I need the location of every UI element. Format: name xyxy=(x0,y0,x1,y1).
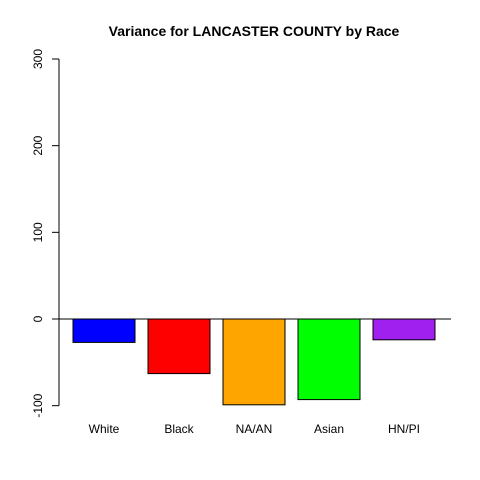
bar-white xyxy=(72,318,136,343)
x-category-label: White xyxy=(89,422,120,436)
x-category-label: Black xyxy=(164,422,194,436)
bar-asian xyxy=(297,318,361,401)
x-category-label: HN/PI xyxy=(388,422,420,436)
bars xyxy=(72,318,436,406)
bar-black xyxy=(147,318,211,375)
x-category-label: Asian xyxy=(314,422,344,436)
y-tick-label: 100 xyxy=(31,222,45,242)
y-tick-label: 0 xyxy=(31,315,45,322)
x-axis-labels: White Black NA/AN Asian HN/PI xyxy=(89,422,420,436)
bar-na-an xyxy=(222,318,286,406)
y-tick-label: -100 xyxy=(31,393,45,417)
y-tick-label: 200 xyxy=(31,135,45,155)
chart-title: Variance for LANCASTER COUNTY by Race xyxy=(109,23,400,39)
y-tick-label: 300 xyxy=(31,49,45,69)
y-axis: -100 0 100 200 300 xyxy=(31,49,60,418)
bar-hn-pi xyxy=(372,318,436,341)
x-category-label: NA/AN xyxy=(236,422,273,436)
